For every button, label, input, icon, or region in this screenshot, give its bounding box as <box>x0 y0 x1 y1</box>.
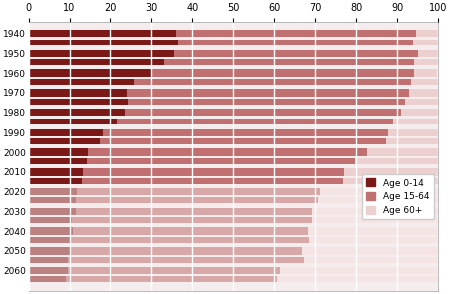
Bar <box>28 237 70 243</box>
Bar <box>312 217 438 223</box>
Bar <box>343 178 438 184</box>
Bar <box>279 267 438 274</box>
Bar <box>355 158 438 164</box>
Bar <box>164 59 414 65</box>
Bar <box>277 276 438 282</box>
Bar <box>28 168 83 176</box>
Bar <box>178 40 413 46</box>
Bar <box>413 40 438 46</box>
Bar <box>411 79 438 85</box>
Bar <box>344 168 438 176</box>
Bar <box>28 118 117 124</box>
Bar <box>117 118 392 124</box>
Bar <box>409 89 438 97</box>
Bar <box>128 99 405 105</box>
Legend: Age 0-14, Age 15-64, Age 60+: Age 0-14, Age 15-64, Age 60+ <box>362 174 433 219</box>
Bar <box>309 237 438 243</box>
Bar <box>71 247 302 255</box>
Bar <box>68 267 279 274</box>
Bar <box>405 99 438 105</box>
Bar <box>72 217 312 223</box>
Bar <box>28 69 151 77</box>
Bar <box>415 30 438 37</box>
Bar <box>418 50 438 57</box>
Bar <box>28 50 174 57</box>
Bar <box>308 227 438 235</box>
Bar <box>401 109 438 116</box>
Bar <box>28 198 76 203</box>
Bar <box>77 188 320 195</box>
Bar <box>388 128 438 136</box>
Bar <box>414 59 438 65</box>
Bar <box>68 257 304 263</box>
Bar <box>76 198 318 203</box>
Bar <box>28 89 127 97</box>
Bar <box>28 148 88 156</box>
Bar <box>70 237 309 243</box>
Bar <box>28 208 76 215</box>
Bar <box>82 178 343 184</box>
Bar <box>28 59 164 65</box>
Bar <box>28 30 176 37</box>
Bar <box>367 148 438 156</box>
Bar <box>28 178 82 184</box>
Bar <box>134 79 411 85</box>
Bar <box>83 168 344 176</box>
Bar <box>318 198 438 203</box>
Bar <box>28 40 178 46</box>
Bar <box>320 188 438 195</box>
Bar <box>28 99 128 105</box>
Bar <box>304 257 438 263</box>
Bar <box>414 69 437 77</box>
Bar <box>28 227 73 235</box>
Bar <box>28 276 66 282</box>
Bar <box>125 109 401 116</box>
Bar <box>28 217 72 223</box>
Bar <box>87 158 355 164</box>
Bar <box>28 79 134 85</box>
Bar <box>73 227 308 235</box>
Bar <box>392 118 438 124</box>
Bar <box>28 128 103 136</box>
Bar <box>174 50 418 57</box>
Bar <box>76 208 312 215</box>
Bar <box>28 267 68 274</box>
Bar <box>28 188 77 195</box>
Bar <box>28 158 87 164</box>
Bar <box>151 69 414 77</box>
Bar <box>88 148 367 156</box>
Bar <box>100 138 386 144</box>
Bar <box>28 247 71 255</box>
Bar <box>127 89 409 97</box>
Bar <box>28 138 100 144</box>
Bar <box>302 247 438 255</box>
Bar <box>312 208 438 215</box>
Bar <box>66 276 277 282</box>
Bar <box>28 257 68 263</box>
Bar <box>103 128 388 136</box>
Bar <box>386 138 438 144</box>
Bar <box>176 30 415 37</box>
Bar <box>28 109 125 116</box>
